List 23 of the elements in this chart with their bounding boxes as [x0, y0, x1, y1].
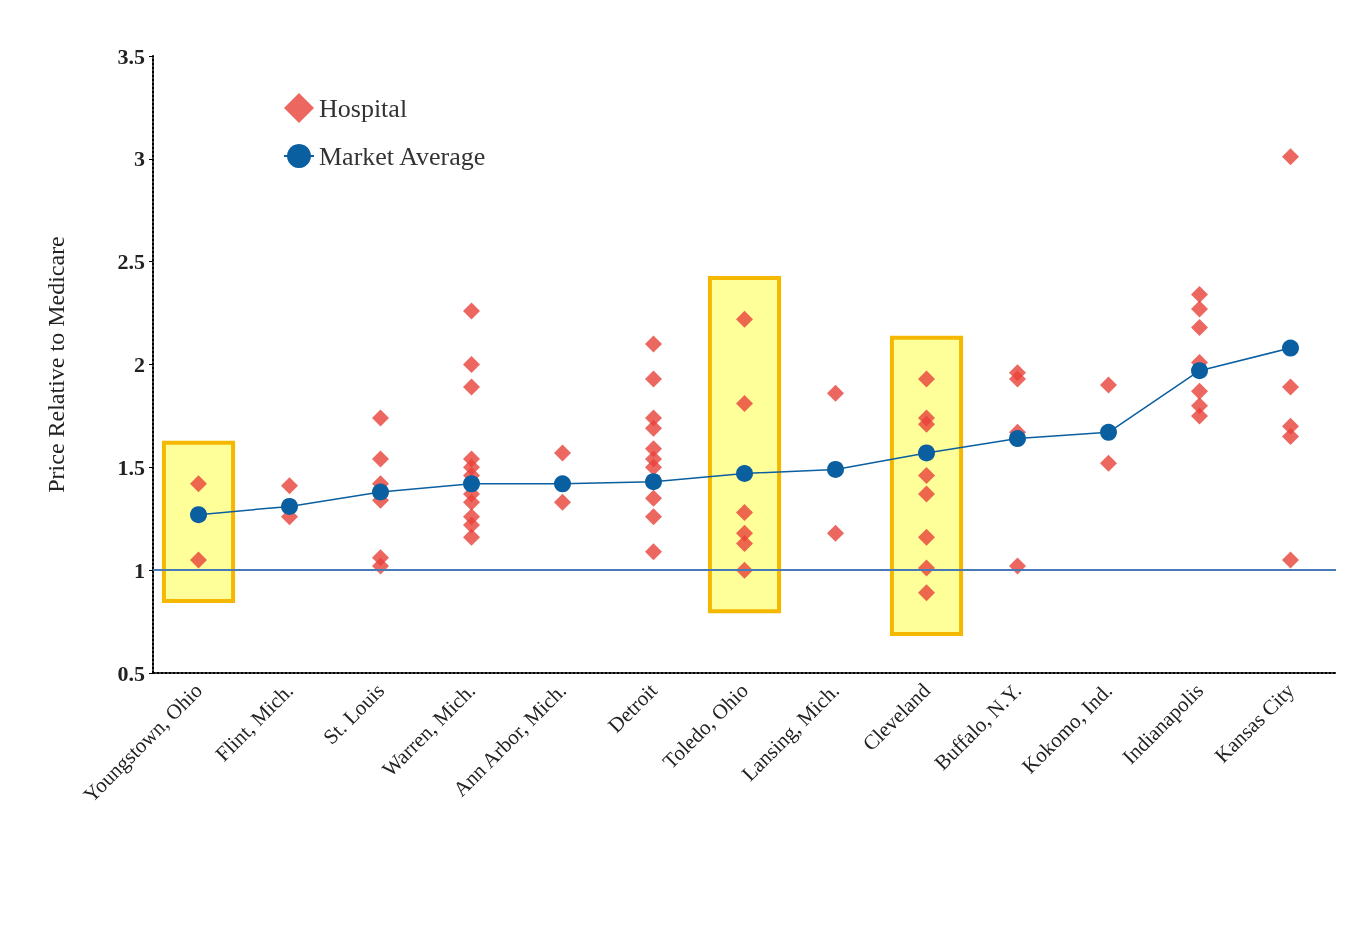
y-tick-label: 3.5	[117, 43, 145, 69]
point	[463, 475, 480, 493]
point	[281, 497, 298, 515]
y-tick-label: 3	[134, 146, 145, 172]
point	[645, 473, 662, 491]
point	[1100, 423, 1117, 441]
legend-label: Market Average	[319, 141, 486, 171]
point	[736, 465, 753, 482]
point	[1282, 339, 1299, 357]
y-tick-label: 2.5	[117, 249, 145, 275]
point	[372, 483, 389, 501]
point	[554, 475, 571, 493]
point	[918, 444, 935, 462]
y-tick-label: 1.5	[117, 454, 145, 480]
y-tick-label: 2	[134, 352, 145, 377]
point	[190, 506, 207, 524]
legend-label: Hospital	[319, 93, 408, 123]
y-axis-title: Price Relative to Medicare	[43, 236, 69, 493]
point	[1191, 362, 1208, 380]
y-tick-label: 1	[134, 557, 145, 583]
point	[1009, 430, 1026, 448]
y-tick-label: 0.5	[117, 660, 145, 686]
point	[827, 460, 844, 478]
